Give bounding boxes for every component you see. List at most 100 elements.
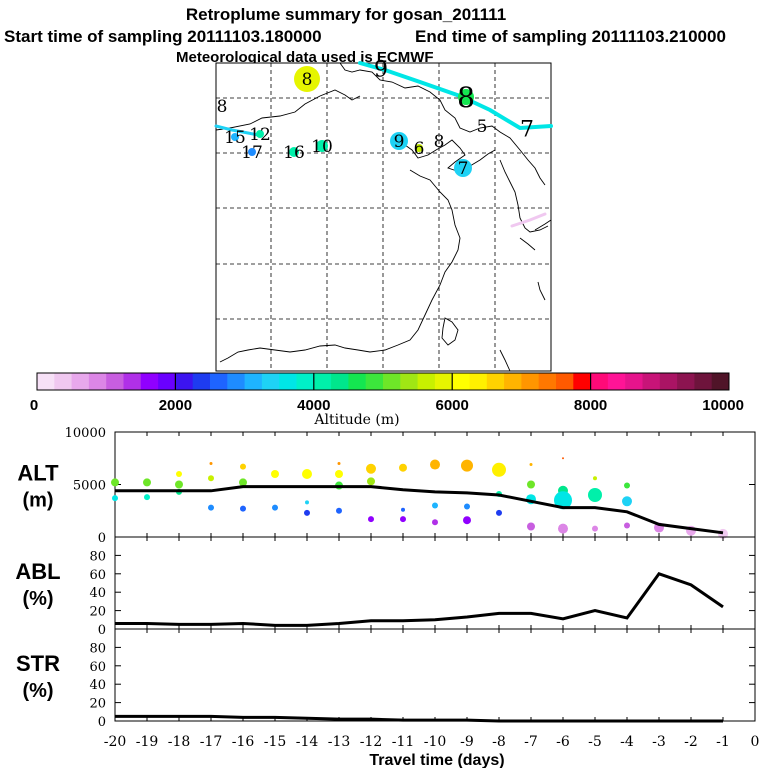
colorbar-swatch (659, 373, 678, 390)
panel-frame (114, 536, 756, 630)
panel-ylabel: ALT (17, 461, 59, 486)
alt-scatter-point (336, 507, 342, 514)
colorbar-tick-label: 2000 (159, 397, 192, 414)
alt-scatter-point (529, 463, 533, 467)
colorbar-swatch (642, 373, 661, 390)
map-day-label: 9 (374, 58, 388, 83)
y-tick-label: 0 (98, 715, 106, 730)
panel-ylabel: STR (16, 651, 60, 676)
alt-scatter-point (527, 480, 535, 489)
colorbar-swatch (88, 373, 107, 390)
alt-panel: 10000 5000 0 ALT (m) (17, 426, 756, 546)
alt-scatter-point (239, 478, 247, 487)
alt-scatter-point (592, 525, 598, 532)
x-tick-label: -8 (492, 734, 506, 750)
alt-scatter-point (144, 494, 150, 501)
map-day-label: 8 (302, 70, 313, 90)
colorbar-swatch (677, 373, 695, 390)
map-day-label: 10 (311, 137, 333, 157)
alt-scatter-point (335, 470, 343, 478)
x-tick-label: -16 (232, 734, 255, 750)
map-day-label: 7 (458, 159, 469, 179)
x-tick-label: -1 (716, 734, 730, 750)
map-label-marker (231, 133, 239, 141)
colorbar-tick-label: 6000 (436, 397, 469, 414)
colorbar-swatch (313, 373, 332, 390)
colorbar-tick-label: 0 (30, 397, 38, 414)
colorbar-swatch (123, 373, 142, 390)
colorbar-swatch (140, 373, 159, 390)
x-tick-label: -14 (296, 734, 319, 750)
travel-time-axis: -20 -19 -18 -17 -16 -15 -14 -13 -12 -11 -10 -9 -8 -7-… (104, 734, 760, 768)
str-panel: 80 60 40 20 0 STR (%) (16, 628, 756, 730)
y-tick-label: 40 (89, 586, 106, 601)
colorbar-swatch (331, 373, 349, 390)
colorbar-frame (36, 372, 730, 391)
map-label-marker (390, 132, 408, 150)
coastlines (215, 62, 552, 372)
alt-scatter-point (366, 463, 376, 474)
colorbar-swatch (504, 373, 522, 390)
y-tick-label: 5000 (73, 479, 106, 494)
panel-ylabel: ABL (15, 559, 60, 584)
colorbar-swatch (71, 373, 90, 390)
map-frame (215, 62, 552, 372)
x-tick-label: -10 (424, 734, 447, 750)
abl-line (115, 572, 724, 627)
colorbar-swatch (365, 373, 384, 390)
x-tick-label: -4 (620, 734, 634, 750)
alt-scatter-point (208, 504, 214, 511)
alt-scatter-point (272, 504, 278, 511)
figure-title: Retroplume summary for gosan_201111 (186, 5, 506, 24)
x-tick-label: -5 (588, 734, 602, 750)
alt-scatter-point (430, 459, 440, 470)
x-tick-label: -15 (264, 734, 287, 750)
alt-scatter-point (209, 462, 213, 465)
panel-ylabel-units: (%) (22, 680, 53, 702)
abl-panel: 80 60 40 20 0 ABL (%) (15, 536, 756, 638)
alt-scatter-point (492, 462, 506, 477)
map-label-marker (454, 159, 472, 177)
map-label-marker (316, 140, 328, 152)
x-tick-label: -11 (392, 734, 415, 750)
x-tick-label: -7 (524, 734, 538, 750)
colorbar-swatch (694, 373, 713, 390)
alt-scatter-point (208, 475, 214, 482)
map-day-label: 16 (283, 143, 305, 163)
alt-scatter-point (337, 462, 341, 465)
alt-scatter-point (463, 516, 471, 525)
map-day-label: 15 (224, 128, 246, 148)
colorbar-swatch (348, 373, 367, 390)
colorbar-swatch (175, 373, 194, 390)
alt-scatter-point (622, 496, 632, 507)
x-tick-label: -2 (684, 734, 698, 750)
colorbar-swatch (210, 373, 228, 390)
x-axis-title: Travel time (days) (369, 752, 504, 768)
map-label-marker (294, 66, 320, 92)
colorbar-swatch (452, 373, 470, 390)
colorbar-swatch (192, 373, 211, 390)
colorbar-swatch (400, 373, 419, 390)
colorbar-swatch (538, 373, 557, 390)
str-line (115, 714, 723, 723)
map-day-label: 12 (249, 125, 271, 145)
colorbar-swatch (106, 373, 124, 390)
alt-scatter-point (562, 457, 564, 460)
colorbar-swatch (244, 373, 263, 390)
x-tick-label: 0 (751, 734, 760, 750)
y-tick-label: 20 (89, 697, 106, 712)
y-tick-label: 60 (89, 660, 106, 675)
y-tick-label: 60 (89, 568, 106, 583)
alt-mean-line (115, 485, 724, 535)
alt-scatter-point (464, 503, 470, 510)
alt-scatter-point (367, 477, 375, 486)
alt-scatter-point (304, 509, 310, 516)
altitude-colorbar: 0 2000 4000 6000 8000 10000 Altitude (m) (30, 372, 744, 428)
colorbar-swatch (590, 373, 609, 390)
y-tick-label: 80 (89, 641, 106, 656)
alt-scatter-point (588, 488, 602, 502)
alt-scatter-point (111, 478, 119, 487)
